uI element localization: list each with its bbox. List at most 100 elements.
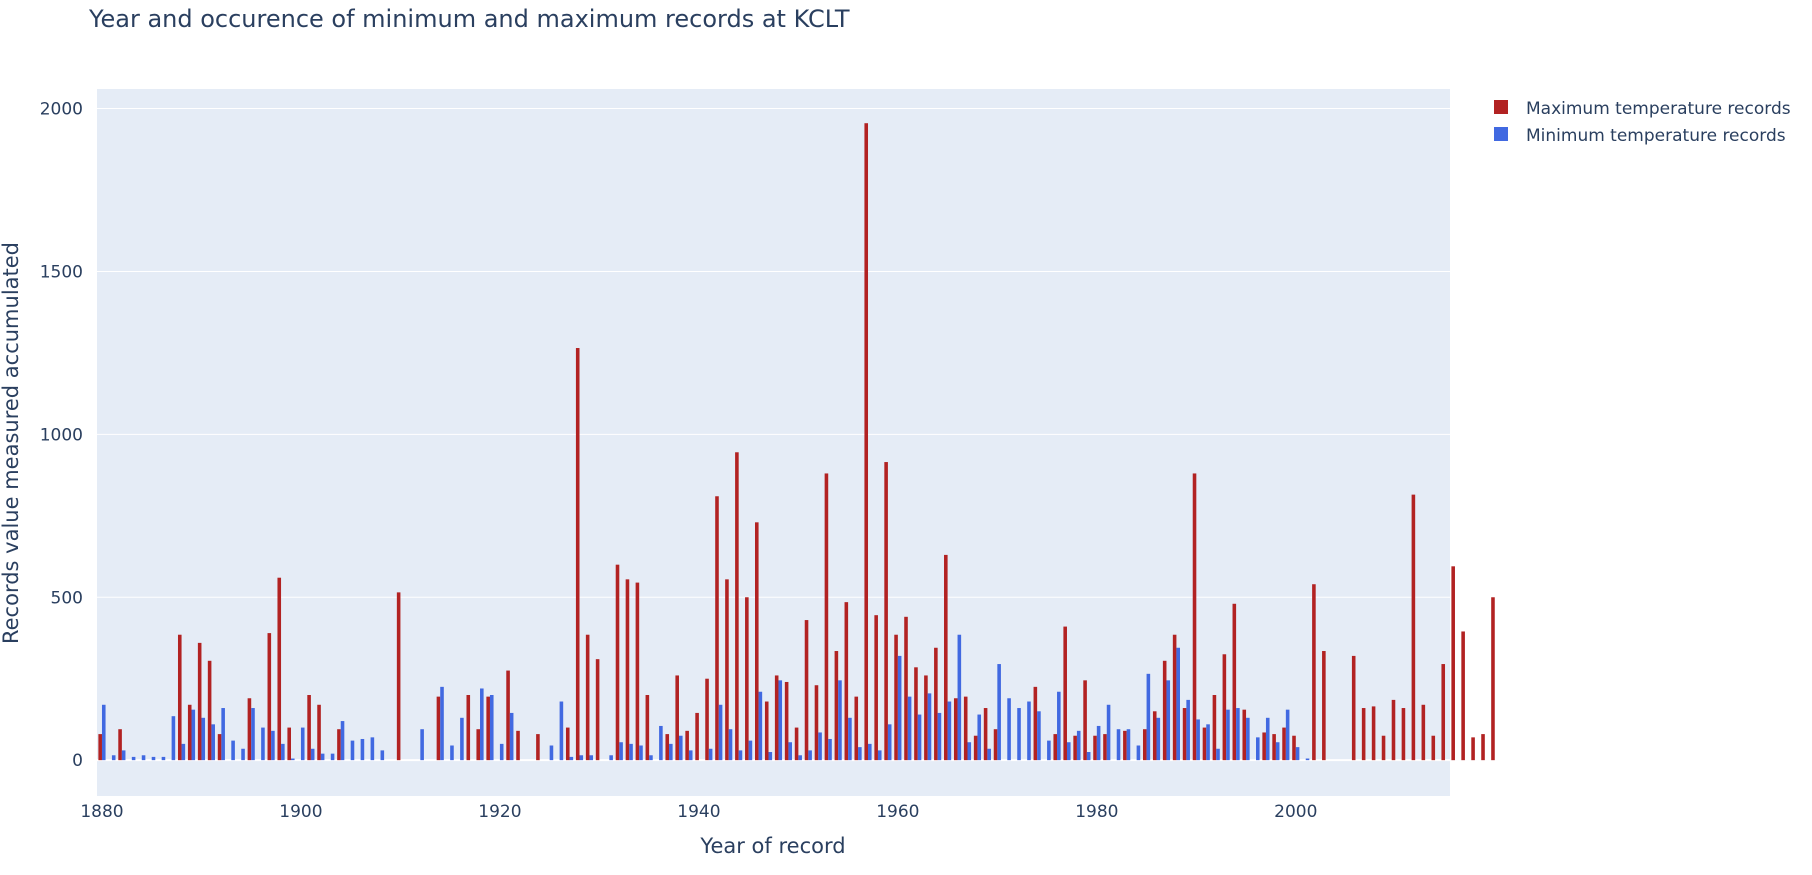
bar-min <box>848 717 852 761</box>
bar-max <box>804 620 809 761</box>
bar-min <box>1066 742 1071 761</box>
plot-area <box>97 89 1450 796</box>
bar-min <box>201 717 206 761</box>
bar-min <box>1076 730 1081 761</box>
bar-max <box>197 642 202 761</box>
bar-min <box>579 755 584 761</box>
bar-min <box>987 748 991 761</box>
max-series-bars <box>98 123 1495 761</box>
bar-max <box>1142 729 1147 761</box>
bar-max <box>1451 566 1455 761</box>
chart-title: Year and occurence of minimum and maximu… <box>88 5 850 33</box>
bar-max <box>1242 709 1247 761</box>
bar-min <box>659 725 663 761</box>
bar-max <box>1192 473 1197 761</box>
bar-max <box>715 496 719 761</box>
bar-max <box>665 734 670 761</box>
bar-max <box>1053 734 1058 761</box>
bar-min <box>1037 711 1041 761</box>
bar-min <box>141 755 146 761</box>
bar-min <box>559 701 564 761</box>
bar-max <box>794 727 799 761</box>
bar-max <box>914 667 918 761</box>
bar-max <box>565 727 570 761</box>
x-tick-label: 1920 <box>478 802 521 822</box>
bar-max <box>1162 660 1167 761</box>
bar-min <box>1206 724 1210 761</box>
bar-max <box>774 675 779 761</box>
y-tick-label: 0 <box>72 751 83 771</box>
bar-max <box>1322 651 1326 761</box>
bar-max <box>1172 634 1177 761</box>
x-tick-label: 1900 <box>279 802 322 822</box>
bar-min <box>1196 719 1200 761</box>
bar-max <box>1491 597 1495 761</box>
bar-max <box>396 592 401 761</box>
bar-min <box>1176 647 1180 761</box>
bar-max <box>1182 708 1187 761</box>
bar-min <box>509 712 514 761</box>
bar-max <box>1093 735 1097 761</box>
bar-max <box>466 695 471 761</box>
bar-max <box>1481 734 1485 761</box>
bar-max <box>834 651 839 761</box>
bar-min <box>678 735 683 761</box>
bar-max <box>953 698 958 761</box>
bar-max <box>536 734 540 761</box>
bar-max <box>1391 699 1396 761</box>
bar-max <box>486 696 490 761</box>
bar-min <box>887 724 892 761</box>
bar-max <box>585 634 590 761</box>
bar-max <box>983 708 988 761</box>
bar-max <box>337 729 341 761</box>
legend-item-max[interactable]: Maximum temperature records <box>1494 99 1791 119</box>
legend[interactable]: Maximum temperature records Minimum temp… <box>1494 99 1791 146</box>
bar-min <box>1106 704 1111 761</box>
bar-min <box>1136 745 1141 761</box>
x-tick-label: 2000 <box>1274 802 1317 822</box>
bar-min <box>818 732 822 761</box>
bar-min <box>440 686 444 761</box>
bar-min <box>1017 708 1021 761</box>
x-tick-label: 1880 <box>80 802 123 822</box>
bar-max <box>1073 735 1077 761</box>
bar-min <box>310 748 315 761</box>
bar-max <box>934 647 938 761</box>
x-tick-label: 1980 <box>1075 802 1118 822</box>
min-series-bars <box>101 634 1310 761</box>
bar-min <box>1047 740 1051 761</box>
bar-max <box>973 735 978 761</box>
bar-max <box>506 670 510 761</box>
bar-min <box>728 729 733 761</box>
bar-min <box>688 750 693 761</box>
bar-min <box>788 742 793 761</box>
bar-min <box>738 750 743 761</box>
bar-max <box>625 579 630 761</box>
legend-swatch-max <box>1494 100 1508 114</box>
bar-min <box>241 748 245 761</box>
legend-item-min[interactable]: Minimum temperature records <box>1494 126 1786 146</box>
bar-min <box>768 752 773 761</box>
bar-max <box>217 734 222 761</box>
bar-min <box>181 743 186 761</box>
bar-min <box>639 745 643 761</box>
bar-max <box>1441 664 1446 761</box>
y-gridlines <box>97 108 1450 762</box>
bar-min <box>947 701 952 761</box>
bar-max <box>725 579 729 761</box>
bar-max <box>675 675 679 761</box>
bar-min <box>748 740 753 761</box>
bar-min <box>499 743 504 761</box>
bar-max <box>814 685 819 761</box>
bar-min <box>420 729 424 761</box>
bar-min <box>669 743 673 761</box>
bar-max <box>1371 706 1376 761</box>
bar-max <box>993 729 998 761</box>
bar-min <box>589 755 594 761</box>
bar-min <box>151 756 156 761</box>
bar-min <box>1057 691 1061 761</box>
bar-max <box>1431 735 1436 761</box>
bar-min <box>1186 699 1190 761</box>
bar-max <box>595 659 600 761</box>
bar-min <box>977 714 982 761</box>
